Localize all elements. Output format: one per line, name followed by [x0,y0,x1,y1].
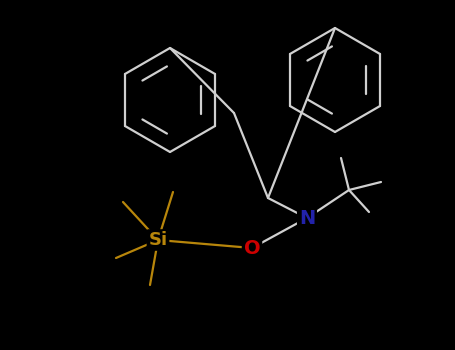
Text: O: O [244,238,260,258]
Text: N: N [299,209,315,228]
Text: Si: Si [148,231,167,249]
